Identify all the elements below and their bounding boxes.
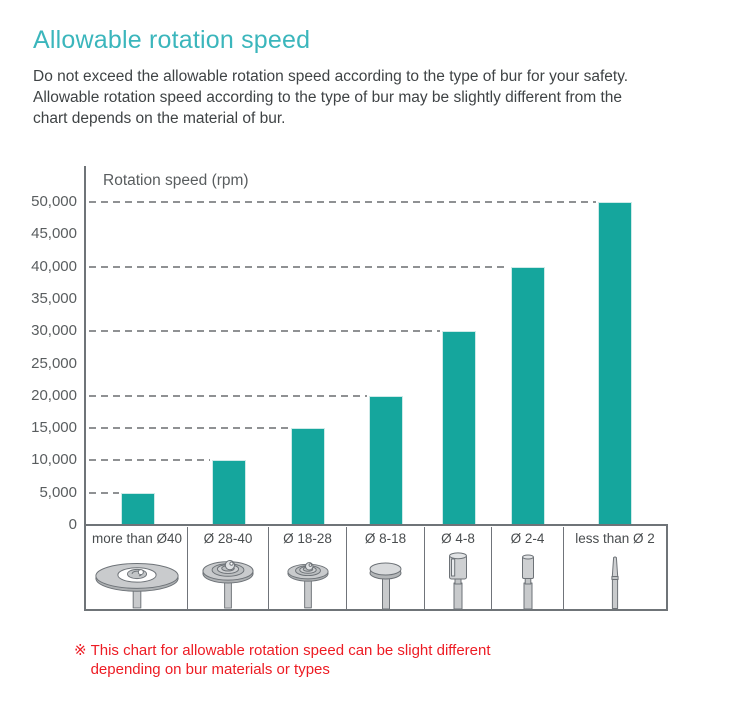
intro-line: Do not exceed the allowable rotation spe… [33, 68, 629, 85]
category-label: Ø 28-40 [203, 531, 253, 546]
category-label: less than Ø 2 [575, 531, 655, 546]
category-label: Ø 18-28 [283, 531, 332, 546]
intro-text: Do not exceed the allowable rotation spe… [33, 66, 723, 129]
category-label: Ø 2-4 [510, 531, 545, 546]
category-label: Ø 4-8 [441, 531, 475, 546]
footnote-line: depending on bur materials or types [90, 661, 330, 678]
y-tick-label: 15,000 [31, 419, 77, 437]
reference-mark-icon: ※ [74, 642, 87, 659]
gridline [89, 427, 289, 430]
y-tick-label: 50,000 [31, 193, 77, 210]
bar [598, 202, 632, 526]
small-cylinder-bur-icon [521, 554, 534, 609]
bar [369, 395, 403, 526]
bar [511, 266, 545, 526]
category-label: more than Ø40 [91, 531, 183, 546]
intro-line: chart depends on the material of bur. [33, 110, 286, 127]
needle-bur-icon [611, 556, 619, 609]
small-disc-bur-icon [286, 562, 329, 609]
x-axis-line [84, 524, 668, 526]
bar [120, 492, 155, 526]
category-cell: Ø 28-40 [188, 527, 269, 609]
category-cell: Ø 18-28 [269, 527, 347, 609]
footnote-text: This chart for allowable rotation speed … [91, 641, 491, 679]
bar [211, 460, 246, 526]
medium-disc-bur-icon [202, 560, 254, 609]
category-cell: Ø 2-4 [492, 527, 564, 609]
cylinder-bur-icon [449, 552, 467, 609]
large-disc-bur-icon [95, 563, 179, 609]
y-tick-label: 45,000 [31, 225, 77, 243]
gridline [89, 265, 509, 268]
bar [291, 428, 325, 526]
footnote: ※ This chart for allowable rotation spee… [74, 641, 491, 679]
gridline [89, 491, 119, 494]
y-tick-label: 30,000 [31, 322, 77, 340]
y-tick-label: 10,000 [31, 451, 77, 469]
y-tick-label: 40,000 [31, 257, 77, 275]
y-tick-label: 35,000 [31, 289, 77, 307]
page-title: Allowable rotation speed [33, 26, 311, 54]
intro-line: Allowable rotation speed according to th… [33, 89, 623, 106]
category-cell: Ø 8-18 [347, 527, 425, 609]
y-axis-title: Rotation speed (rpm) [103, 172, 249, 189]
button-disc-bur-icon [369, 562, 401, 609]
footnote-line: This chart for allowable rotation speed … [90, 642, 491, 659]
category-strip-right-border [666, 524, 668, 611]
y-tick-label: 0 [68, 516, 77, 533]
category-cell: less than Ø 2 [564, 527, 666, 609]
gridline [89, 330, 440, 333]
category-cell: more than Ø40 [87, 527, 188, 609]
y-axis-line [84, 166, 86, 611]
category-strip-bottom-line [84, 609, 668, 611]
category-label: Ø 8-18 [364, 531, 407, 546]
gridline [89, 394, 367, 397]
gridline [89, 201, 596, 203]
category-cell: Ø 4-8 [425, 527, 492, 609]
y-tick-label: 25,000 [31, 354, 77, 372]
gridline [89, 459, 210, 462]
bar [441, 331, 476, 526]
y-tick-label: 20,000 [31, 386, 77, 404]
y-tick-label: 5,000 [39, 483, 77, 501]
